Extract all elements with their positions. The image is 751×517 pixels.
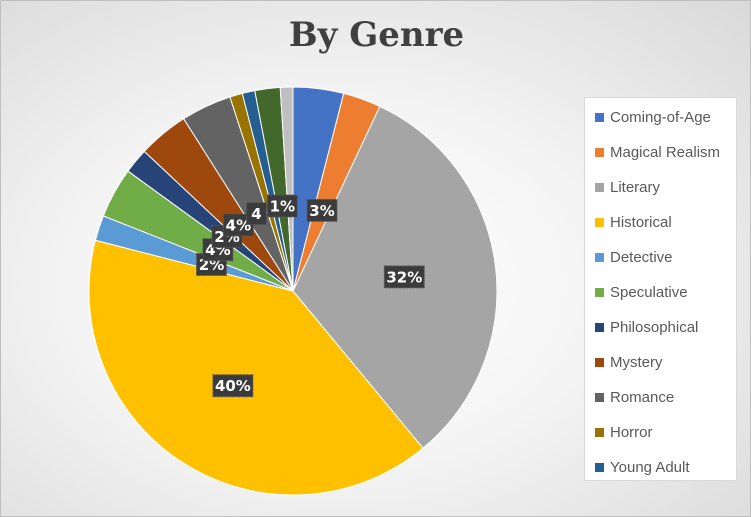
legend-swatch (595, 322, 604, 332)
svg-text:4%: 4% (226, 217, 251, 235)
legend-item-literary: Literary (595, 178, 660, 196)
data-label: 1% (266, 194, 298, 218)
svg-text:32%: 32% (386, 268, 422, 286)
legend-item-speculative: Speculative (595, 283, 688, 301)
legend-swatch (595, 392, 604, 402)
legend-swatch (595, 112, 604, 122)
chart-legend: Coming-of-Age Magical Realism Literary Hist… (584, 97, 737, 481)
legend-label: Coming-of-Age (610, 108, 711, 126)
legend-swatch (595, 217, 604, 227)
svg-text:1%: 1% (270, 198, 295, 216)
legend-item-romance: Romance (595, 388, 674, 406)
pie-slice-historical (88, 239, 424, 496)
legend-swatch (595, 287, 604, 297)
legend-item-coming-of-age: Coming-of-Age (595, 108, 711, 126)
pie-slice-unlabeled-2 (279, 86, 294, 292)
legend-label: Speculative (610, 283, 688, 301)
data-label: 32% (383, 265, 425, 289)
legend-label: Detective (610, 248, 673, 266)
legend-label: Romance (610, 388, 675, 406)
svg-text:3%: 3% (309, 202, 334, 220)
legend-label: Literary (610, 178, 661, 196)
legend-label: Horror (610, 423, 653, 441)
legend-item-historical: Historical (595, 213, 672, 231)
legend-swatch (595, 252, 604, 262)
legend-label: Mystery (610, 353, 663, 371)
legend-item-philosophical: Philosophical (595, 318, 698, 336)
legend-label: Young Adult (610, 458, 690, 476)
legend-swatch (595, 182, 604, 192)
legend-swatch (595, 357, 604, 367)
legend-item-detective: Detective (595, 248, 673, 266)
data-label: 40% (212, 374, 254, 398)
legend-swatch (595, 462, 604, 472)
legend-item-young-adult: Young Adult (595, 458, 690, 476)
data-label: 3% (306, 198, 338, 222)
chart-title: By Genre (288, 15, 465, 55)
data-label: 4 (246, 202, 267, 225)
legend-label: Historical (610, 213, 672, 231)
legend-item-mystery: Mystery (595, 353, 663, 371)
legend-label: Philosophical (610, 318, 699, 336)
legend-swatch (595, 427, 604, 437)
svg-text:40%: 40% (215, 377, 251, 395)
legend-swatch (595, 147, 604, 157)
legend-item-magical-realism: Magical Realism (595, 143, 720, 161)
svg-text:4: 4 (251, 205, 261, 223)
legend-item-horror: Horror (595, 423, 653, 441)
legend-label: Magical Realism (610, 143, 721, 161)
